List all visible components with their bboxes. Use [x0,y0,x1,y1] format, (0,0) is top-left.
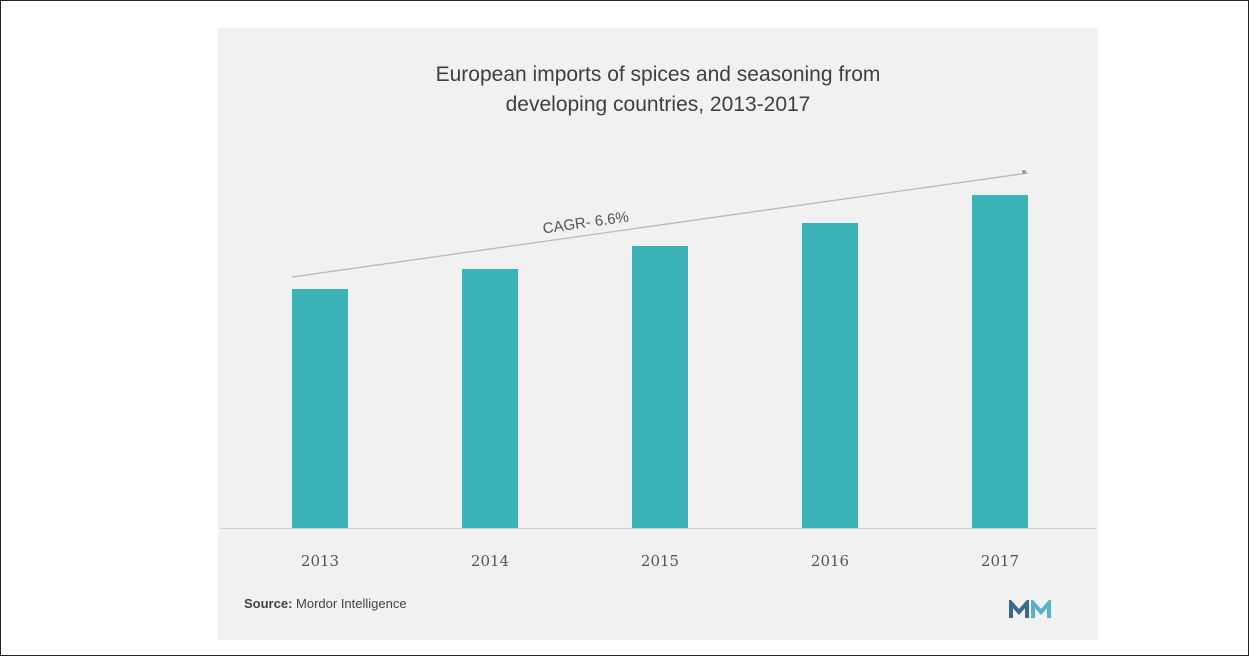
source-note: Source: Mordor Intelligence [244,596,407,611]
chart-title-line-1: European imports of spices and seasoning… [435,63,881,86]
chart-title-line-2: developing countries, 2013-2017 [505,93,811,116]
cagr-annotation: CAGR- 6.6% [542,208,630,237]
chart-card: European imports of spices and seasoning… [218,28,1098,640]
bar-2013 [292,289,348,528]
bar-2015 [632,246,688,528]
bar-chart: 2013 2014 2015 2016 2017 CAGR- 6.6% [220,170,1096,570]
x-tick-label-2014: 2014 [471,552,509,570]
bar-2014 [462,269,518,528]
source-name: Mordor Intelligence [296,596,407,611]
x-tick-label-2016: 2016 [811,552,849,570]
source-label: Source: [244,596,293,611]
x-tick-label-2017: 2017 [981,552,1019,570]
cagr-trend-arrowhead [1022,170,1026,174]
bar-2016 [802,223,858,528]
chart-title: European imports of spices and seasoning… [218,60,1098,120]
cagr-trend-line [291,172,1029,278]
mordor-intelligence-logo-icon [1009,600,1051,618]
x-tick-label-2013: 2013 [301,552,339,570]
bar-2017 [972,195,1028,528]
x-tick-label-2015: 2015 [641,552,679,570]
